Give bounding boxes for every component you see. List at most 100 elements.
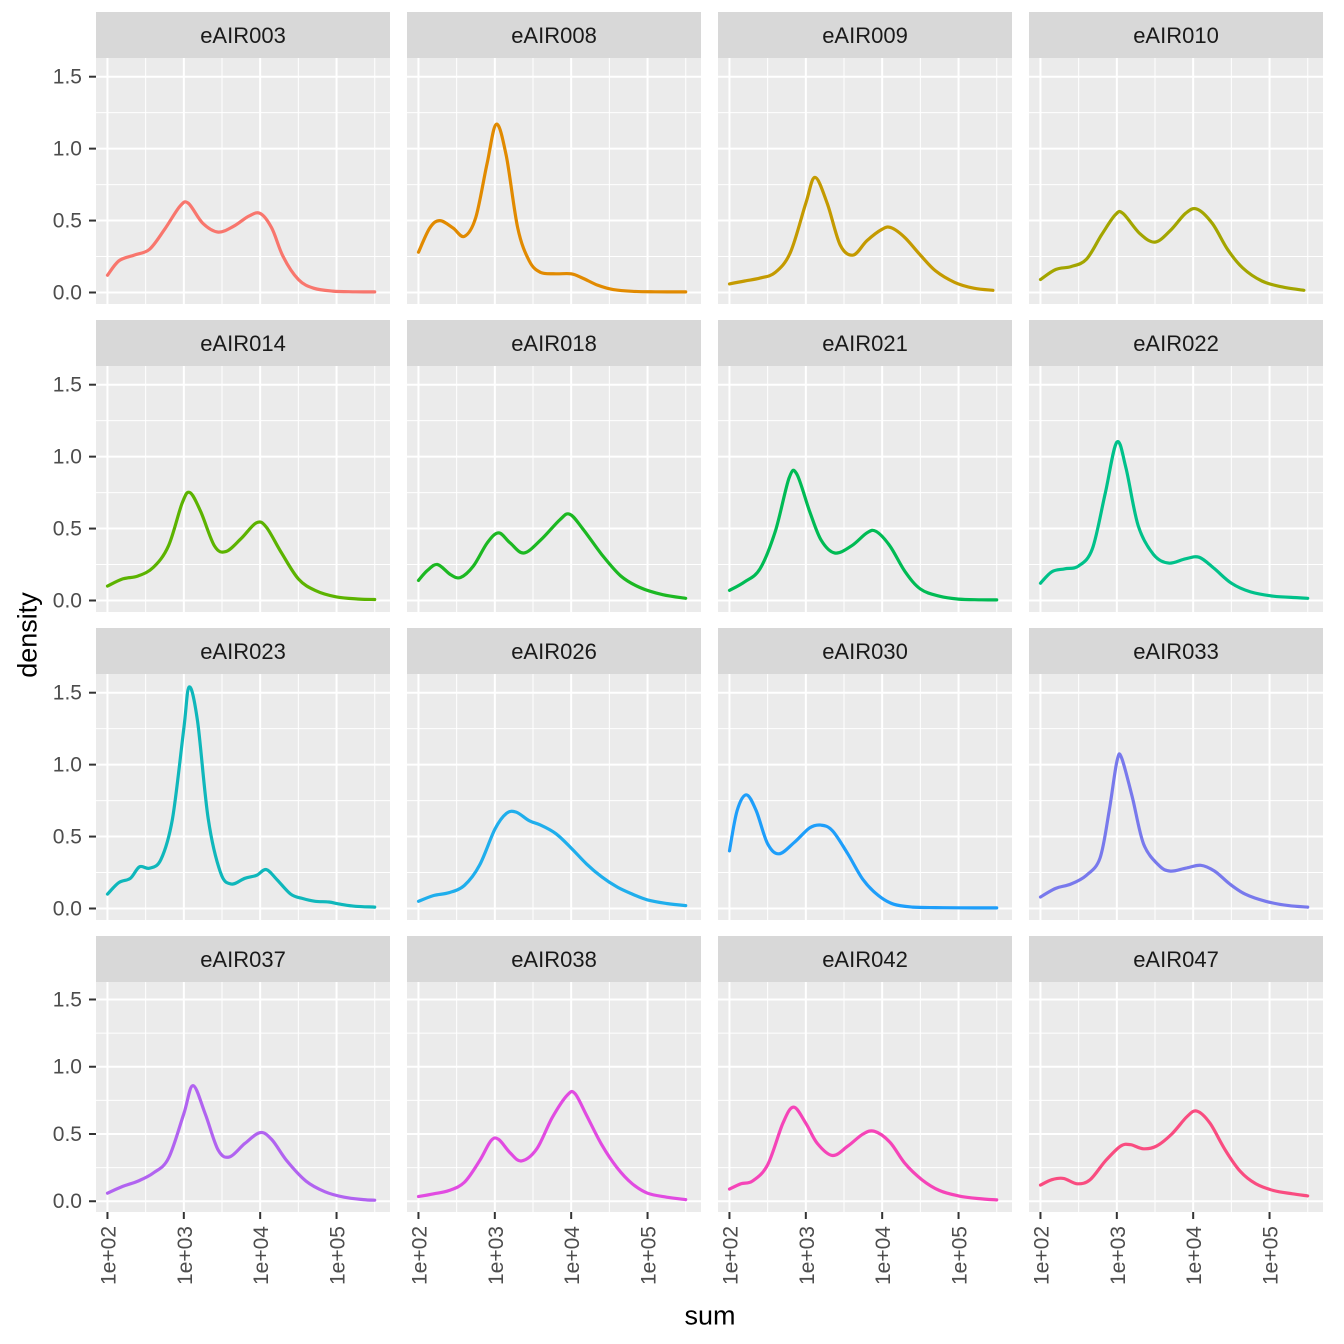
facet-strip xyxy=(407,12,701,58)
panel-background xyxy=(718,982,1012,1212)
major-gridlines xyxy=(718,366,1012,612)
x-tick-label: 1e+04 xyxy=(1183,1226,1206,1285)
panel-background xyxy=(96,674,390,920)
major-gridlines xyxy=(1029,366,1323,612)
panel-background xyxy=(1029,366,1323,612)
minor-gridlines xyxy=(1029,982,1323,1212)
facet-strip xyxy=(1029,936,1323,982)
panel-background xyxy=(96,366,390,612)
density-curve-eAIR042 xyxy=(727,1105,999,1202)
y-tick-label: 0.0 xyxy=(53,1190,82,1213)
facet-eAIR023: eAIR023 0.0 0.5 1.0 1.5 xyxy=(53,628,390,920)
y-tick-label: 0.0 xyxy=(53,897,82,920)
facet-eAIR018: eAIR018 xyxy=(407,320,701,612)
density-curve-eAIR010 xyxy=(1038,206,1306,292)
facet-eAIR047: eAIR047 1e+02 1e+03 1e+04 1e+05 xyxy=(1029,936,1323,1285)
major-gridlines xyxy=(407,366,701,612)
x-tick-label: 1e+02 xyxy=(97,1226,120,1285)
facet-strip-label: eAIR042 xyxy=(822,947,908,972)
facet-strip-label: eAIR038 xyxy=(511,947,597,972)
facet-strip-label: eAIR023 xyxy=(200,639,286,664)
facet-strip xyxy=(407,628,701,674)
major-gridlines xyxy=(718,58,1012,304)
facet-strip xyxy=(1029,320,1323,366)
facet-strip-label: eAIR009 xyxy=(822,23,908,48)
facet-strip-label: eAIR008 xyxy=(511,23,597,48)
x-tick-label: 1e+04 xyxy=(561,1226,584,1285)
facet-eAIR008: eAIR008 xyxy=(407,12,701,304)
facet-strip xyxy=(96,12,390,58)
panel-background xyxy=(1029,982,1323,1212)
density-curve-eAIR047 xyxy=(1038,1109,1310,1198)
facet-eAIR009: eAIR009 xyxy=(718,12,1012,304)
major-gridlines xyxy=(718,982,1012,1212)
facet-strip-label: eAIR021 xyxy=(822,331,908,356)
minor-gridlines xyxy=(407,982,701,1212)
facet-strip xyxy=(96,628,390,674)
y-tick-label: 1.0 xyxy=(53,1056,82,1079)
density-curve-eAIR023 xyxy=(105,685,377,909)
facet-eAIR026: eAIR026 xyxy=(407,628,701,920)
facet-eAIR042: eAIR042 1e+02 1e+03 1e+04 1e+05 xyxy=(718,936,1012,1285)
x-tick-label: 1e+03 xyxy=(485,1226,508,1285)
facet-strip xyxy=(1029,12,1323,58)
major-gridlines xyxy=(1029,674,1323,920)
minor-gridlines xyxy=(1029,366,1323,612)
facet-eAIR037: eAIR037 0.0 0.5 1.0 1.5 1e+02 1e+03 1e+04 1e+05 xyxy=(53,936,390,1285)
facet-strip xyxy=(718,320,1012,366)
y-tick-label: 0.5 xyxy=(53,210,82,233)
x-tick-label: 1e+05 xyxy=(1260,1226,1283,1285)
y-tick-label: 1.5 xyxy=(53,374,82,397)
facet-strip xyxy=(718,12,1012,58)
x-tick-label: 1e+05 xyxy=(638,1226,661,1285)
x-tick-label: 1e+03 xyxy=(174,1226,197,1285)
facet-eAIR022: eAIR022 xyxy=(1029,320,1323,612)
facet-strip-label: eAIR018 xyxy=(511,331,597,356)
density-curve-eAIR008 xyxy=(416,122,688,294)
major-gridlines xyxy=(96,366,390,612)
facet-strip xyxy=(718,936,1012,982)
facet-eAIR014: eAIR014 0.0 0.5 1.0 1.5 xyxy=(53,320,390,612)
panel-background xyxy=(407,674,701,920)
facet-eAIR030: eAIR030 xyxy=(718,628,1012,920)
density-curve-eAIR037 xyxy=(105,1084,377,1202)
minor-gridlines xyxy=(407,366,701,612)
x-tick-label: 1e+05 xyxy=(327,1226,350,1285)
facet-strip-label: eAIR047 xyxy=(1133,947,1219,972)
density-curve-eAIR033 xyxy=(1038,752,1310,909)
minor-gridlines xyxy=(718,674,1012,920)
facet-strip-label: eAIR026 xyxy=(511,639,597,664)
panel-background xyxy=(407,982,701,1212)
facet-strip-label: eAIR037 xyxy=(200,947,286,972)
x-tick-label: 1e+02 xyxy=(719,1226,742,1285)
minor-gridlines xyxy=(96,674,390,920)
panel-background xyxy=(407,58,701,304)
facet-eAIR010: eAIR010 xyxy=(1029,12,1323,304)
major-gridlines xyxy=(407,674,701,920)
density-curve-eAIR003 xyxy=(105,200,377,294)
y-axis-title: density xyxy=(12,592,43,678)
facet-eAIR021: eAIR021 xyxy=(718,320,1012,612)
panel-background xyxy=(718,58,1012,304)
x-tick-label: 1e+04 xyxy=(250,1226,273,1285)
facet-strip-label: eAIR010 xyxy=(1133,23,1219,48)
x-tick-label: 1e+03 xyxy=(1107,1226,1130,1285)
y-tick-label: 0.0 xyxy=(53,589,82,612)
density-curve-eAIR030 xyxy=(727,793,999,910)
facet-strip-label: eAIR033 xyxy=(1133,639,1219,664)
x-tick-label: 1e+04 xyxy=(872,1226,895,1285)
x-tick-label: 1e+05 xyxy=(949,1226,972,1285)
facet-strip xyxy=(1029,628,1323,674)
minor-gridlines xyxy=(1029,674,1323,920)
y-tick-label: 0.5 xyxy=(53,518,82,541)
facet-strip-label: eAIR030 xyxy=(822,639,908,664)
x-tick-label: 1e+03 xyxy=(796,1226,819,1285)
minor-gridlines xyxy=(718,366,1012,612)
facet-eAIR033: eAIR033 xyxy=(1029,628,1323,920)
y-tick-label: 0.5 xyxy=(53,826,82,849)
major-gridlines xyxy=(407,982,701,1212)
density-curve-eAIR026 xyxy=(416,809,688,908)
major-gridlines xyxy=(96,982,390,1212)
density-curve-eAIR021 xyxy=(727,468,999,602)
